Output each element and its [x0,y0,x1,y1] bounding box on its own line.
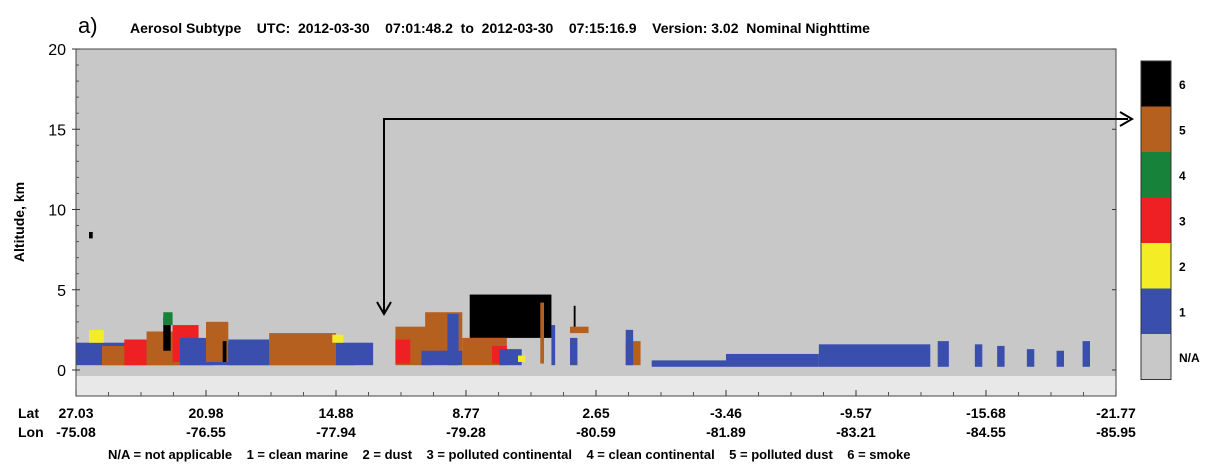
aerosol-feature [269,333,336,366]
colorbar-label: 5 [1179,123,1186,137]
lon-tick-label: -75.08 [56,424,96,440]
x-row-label-lon: Lon [18,424,44,440]
y-axis: 0 5 10 15 20 [48,42,1116,380]
lon-tick-label: -84.55 [966,424,1006,440]
aerosol-feature [573,305,576,329]
y-tick-label: 15 [48,122,66,139]
lat-tick-label: 14.88 [318,405,353,421]
lat-tick-label: -15.68 [966,405,1006,421]
aerosol-feature [336,347,355,366]
lon-tick-label: -79.28 [446,424,486,440]
colorbar-label: 1 [1179,305,1186,319]
aerosol-feature [551,325,556,366]
aerosol-feature [540,302,544,364]
y-tick-label: 0 [57,363,66,380]
aerosol-feature [395,339,411,364]
colorbar-label: 2 [1179,260,1186,274]
lat-tick-label: -3.46 [710,405,742,421]
lat-tick-label: 2.65 [582,405,609,421]
aerosol-feature [447,313,459,366]
lat-tick-label: -21.77 [1096,405,1136,421]
aerosol-feature [163,312,173,326]
colorbar-label: 4 [1179,169,1186,183]
y-tick-label: 20 [48,42,66,59]
lon-tick-label: -76.55 [186,424,226,440]
plot-background [76,49,1116,376]
panel-label: a) [78,13,98,38]
lon-tick-label: -81.89 [706,424,746,440]
lat-tick-label: 8.77 [452,405,479,421]
aerosol-feature [651,360,726,367]
colorbar-swatch [1141,243,1171,289]
lon-tick-label: -83.21 [836,424,876,440]
x-axis: Lat Lon 27.03 -75.08 20.98 -76.55 14.88 -77.94 8… [18,390,1136,440]
lon-tick-label: -80.59 [576,424,616,440]
y-tick-label: 10 [48,203,66,220]
aerosol-feature [818,344,931,367]
legend-text: N/A = not applicable 1 = clean marine 2 … [108,447,910,462]
colorbar-swatch [1141,152,1171,198]
colorbar-swatch [1141,288,1171,334]
colorbar-swatch [1141,61,1171,107]
arrow-head-down [376,301,392,316]
aerosol-feature [89,231,93,239]
annotation-arrow [376,111,1134,316]
lat-tick-label: 27.03 [58,405,93,421]
aerosol-feature [332,334,344,343]
colorbar-label: 6 [1179,78,1186,92]
colorbar: 6 5 4 3 2 1 N/A [1140,60,1200,380]
colorbar-swatch [1141,197,1171,243]
lon-tick-label: -77.94 [316,424,356,440]
lon-tick-label: -85.95 [1096,424,1136,440]
aerosol-feature [102,345,132,366]
aerosol-feature [222,341,227,362]
colorbar-label: N/A [1179,351,1200,365]
aerosol-feature [974,344,983,367]
colorbar-label: 3 [1179,214,1186,228]
aerosol-feature [518,355,526,362]
y-axis-label: Altitude, km [11,182,27,262]
arrow-head-right [1119,111,1134,127]
arrow-line [383,118,1128,312]
aerosol-feature [937,341,949,367]
colorbar-frame [1140,60,1172,380]
aerosol-feature [997,345,1005,367]
aerosol-feature [469,294,552,338]
aerosol-feature [1026,349,1035,367]
aerosol-feature [124,339,147,366]
lat-tick-label: -9.57 [840,405,872,421]
y-tick-label: 5 [57,283,66,300]
aerosol-feature [163,317,171,351]
colorbar-swatch [1141,334,1171,380]
colorbar-swatch [1141,106,1171,152]
aerosol-feature [726,353,819,367]
aerosol-feature [570,326,589,334]
aerosol-feature [1082,341,1090,367]
lat-tick-label: 20.98 [188,405,223,421]
aerosol-feature [570,337,578,366]
aerosol-feature [499,349,522,366]
aerosol-feature [228,339,270,366]
chart-title: Aerosol Subtype UTC: 2012-03-30 07:01:48… [130,20,870,36]
aerosol-feature [625,329,634,366]
aerosol-feature [1056,350,1064,367]
aerosol-feature [89,329,104,343]
feature-layer [76,231,1090,367]
x-row-label-lat: Lat [18,405,39,421]
